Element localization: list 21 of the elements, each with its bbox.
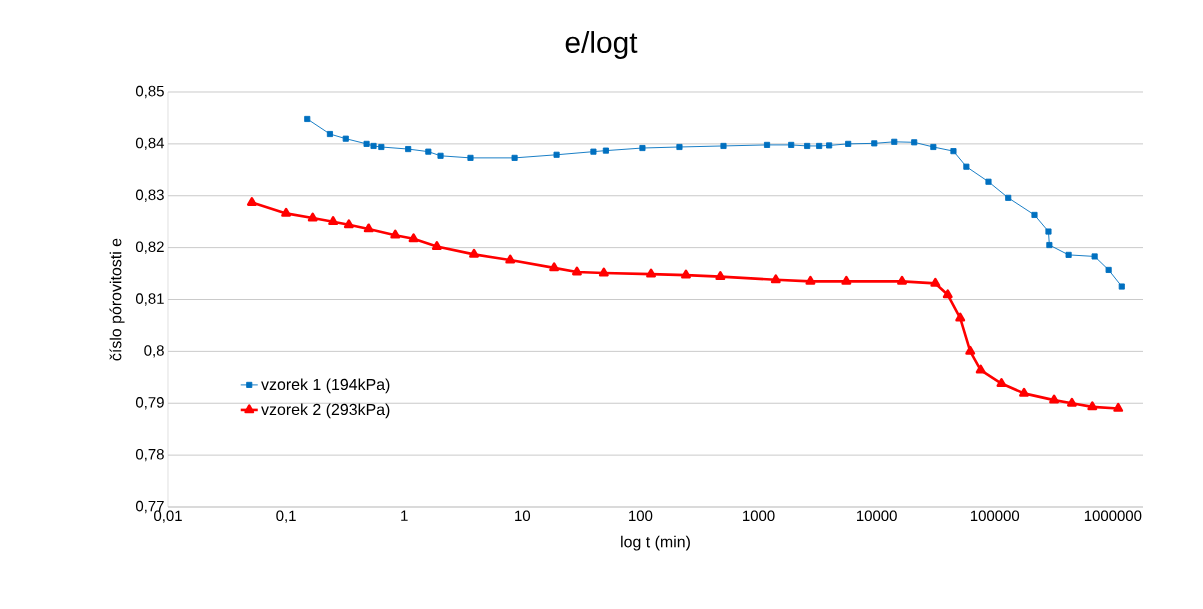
x-tick-label: 10000: [857, 510, 897, 522]
x-tick-label: 1: [401, 510, 408, 521]
y-tick-label: 0,84: [135, 137, 165, 151]
y-tick-label: 0,78: [135, 448, 164, 462]
x-tick-label: 0,1: [276, 510, 296, 523]
y-tick-label: 0,8: [144, 345, 164, 358]
x-tick-label: 100: [629, 510, 653, 522]
y-tick-label: 0,83: [135, 189, 164, 202]
x-axis-title: log t (min): [621, 535, 690, 551]
legend-label: vzorek 1 (194kPa): [261, 378, 390, 394]
x-tick-label: 100000: [970, 510, 1020, 522]
chart-title: e/logt: [565, 31, 638, 59]
legend-label: vzorek 2 (293kPa): [261, 403, 390, 419]
y-tick-label: 0,82: [135, 241, 164, 254]
y-tick-label: 0,85: [135, 85, 164, 99]
y-tick-label: 0,81: [135, 293, 164, 306]
x-tick-label: 10: [515, 510, 531, 522]
x-tick-label: 1000000: [1084, 510, 1142, 522]
y-tick-label: 0,79: [135, 397, 164, 410]
x-tick-label: 1000: [743, 510, 775, 522]
y-axis-title: číslo pórovitosti e: [109, 238, 125, 361]
